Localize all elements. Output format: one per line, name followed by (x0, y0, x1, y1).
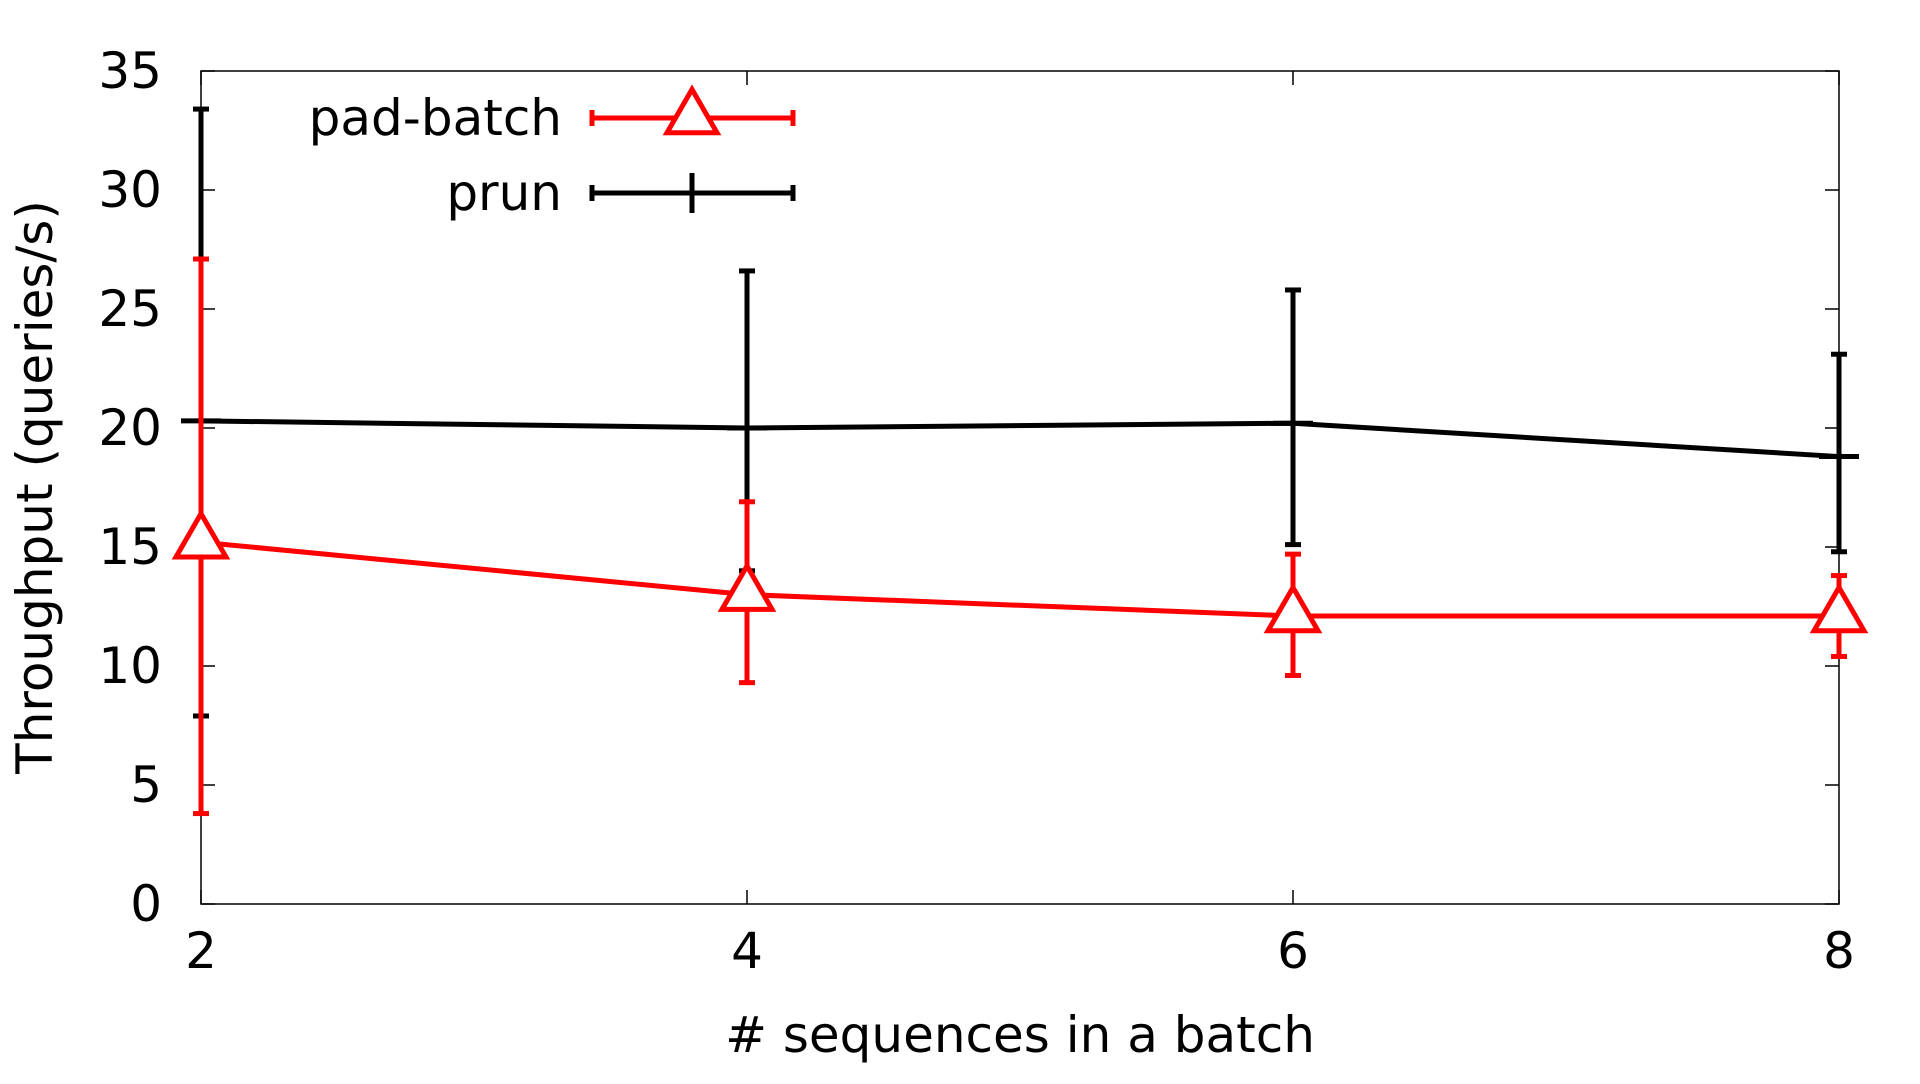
x-tick-label: 4 (731, 922, 763, 980)
x-tick-label: 6 (1277, 922, 1309, 980)
series-prun (181, 106, 1859, 719)
y-tick-label: 35 (98, 42, 162, 100)
y-tick-label: 0 (130, 875, 162, 933)
series-line-prun (200, 418, 1840, 460)
ticks-layer: 0 5 10 15 20 25 30 35 2 4 6 8 (98, 42, 1855, 980)
legend-label-pad-batch: pad-batch (309, 89, 562, 147)
series-line-pad-batch (200, 539, 1839, 619)
legend-marker-pad-batch (662, 84, 722, 136)
series-pad-batch (171, 256, 1869, 817)
x-axis-label: # sequences in a batch (725, 1006, 1315, 1064)
point-pad-batch (717, 561, 777, 612)
y-tick-label: 5 (130, 756, 162, 814)
point-pad-batch (171, 508, 231, 560)
series-layer (171, 106, 1869, 817)
y-tick-label: 30 (98, 161, 162, 219)
y-axis-label: Throughput (queries/s) (6, 200, 64, 775)
y-tick-label: 15 (98, 518, 162, 576)
point-pad-batch (1809, 582, 1869, 634)
x-tick-label: 2 (185, 922, 217, 980)
x-tick-label: 8 (1823, 922, 1855, 980)
y-tick-label: 25 (98, 280, 162, 338)
point-pad-batch (1263, 582, 1323, 634)
legend: pad-batch prun (309, 84, 796, 222)
y-tick-label: 20 (98, 399, 162, 457)
y-tick-label: 10 (98, 637, 162, 695)
legend-label-prun: prun (446, 164, 562, 222)
